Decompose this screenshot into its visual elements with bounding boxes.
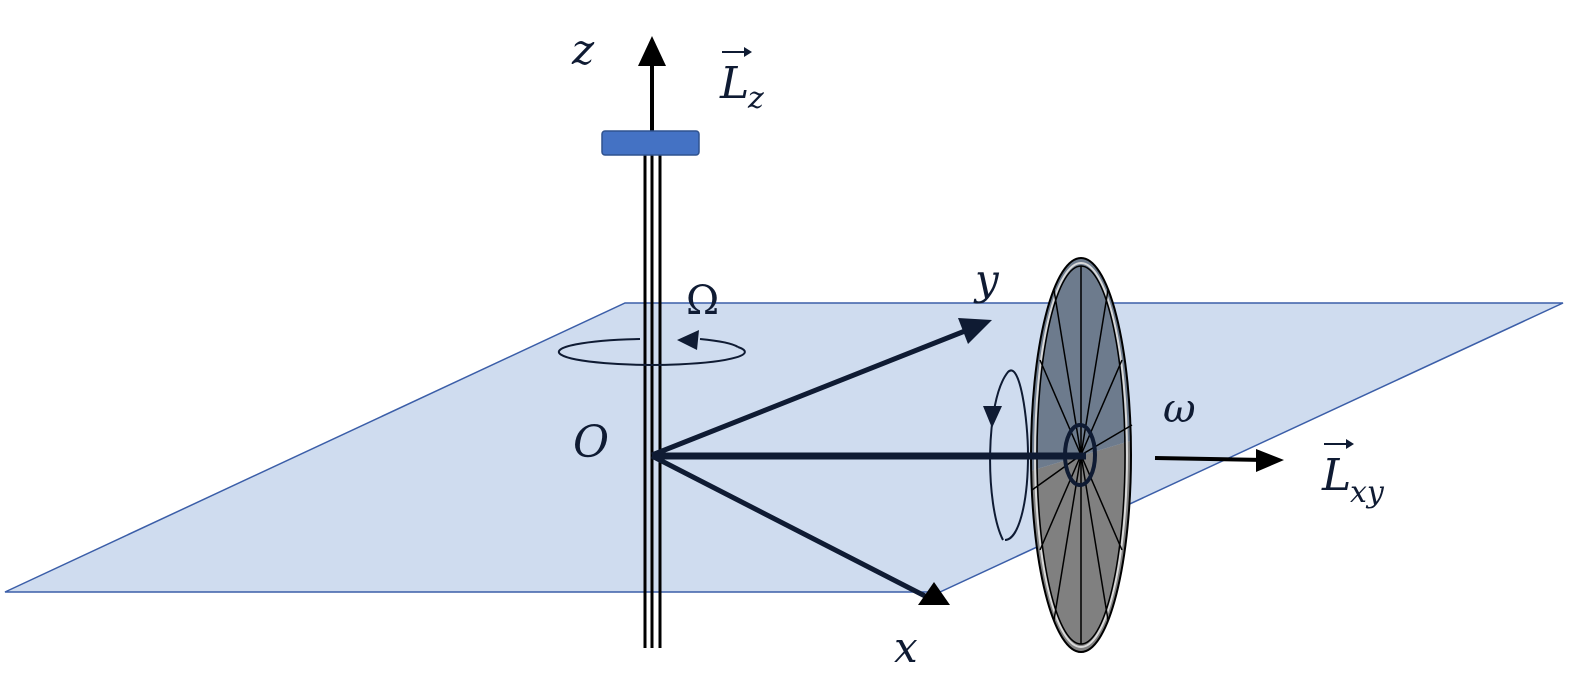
support-rod [643, 150, 662, 648]
lxy-vector-line [1154, 456, 1266, 462]
x-axis-arrowhead [918, 582, 950, 605]
lz-vector-label: L z [719, 47, 764, 116]
omega-spin-label: ω [1163, 386, 1196, 432]
horizontal-plane [4, 302, 1564, 593]
x-axis-label: x [894, 623, 918, 672]
origin-label: O [573, 417, 609, 468]
z-axis-arrowhead [638, 36, 666, 66]
svg-text:L: L [719, 58, 749, 109]
precession-rotation-arrow [557, 330, 746, 366]
support-block [601, 130, 700, 156]
x-axis-line [650, 453, 927, 599]
lxy-vector-arrowhead [1256, 449, 1284, 472]
lxy-vector-label: L xy [1321, 439, 1385, 510]
spin-rotation-arrow [983, 369, 1030, 541]
svg-text:xy: xy [1350, 475, 1385, 510]
z-axis-label: z [571, 25, 595, 74]
svg-text:L: L [1321, 450, 1351, 501]
y-axis-arrowhead [958, 318, 992, 344]
y-axis-label: y [973, 255, 1000, 304]
svg-text:z: z [747, 81, 764, 116]
y-axis-line [651, 326, 971, 458]
omega-precession-label: Ω [686, 278, 719, 324]
